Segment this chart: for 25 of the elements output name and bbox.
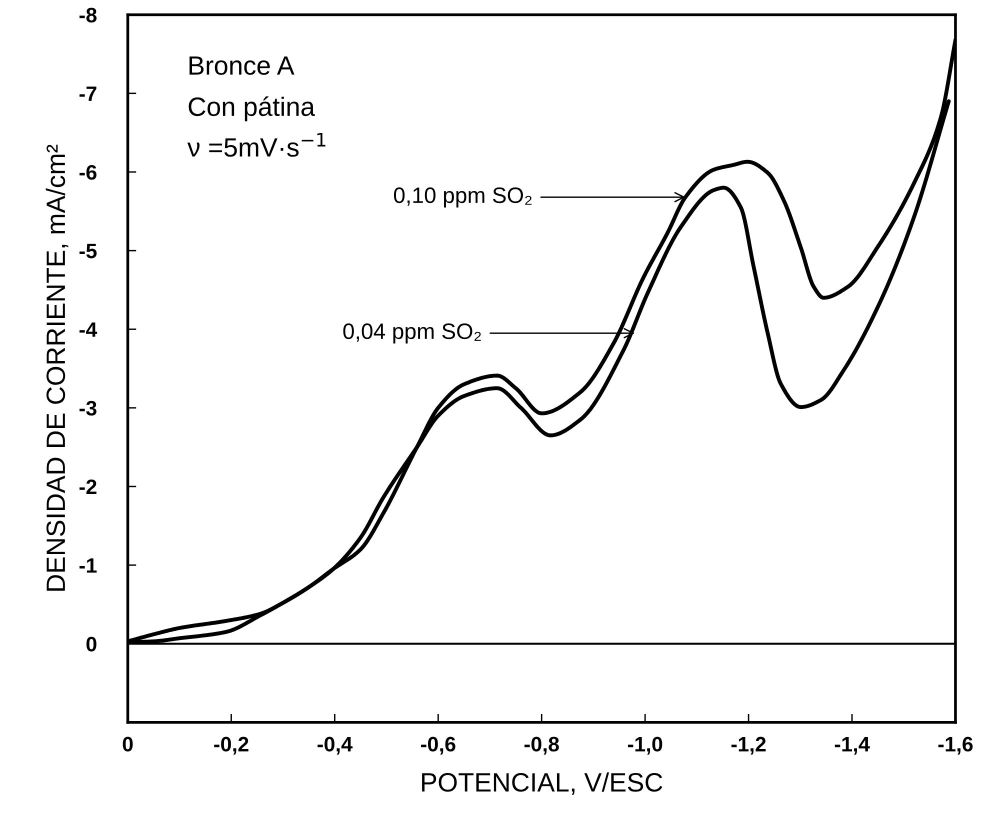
annotation: 0,04 ppm SO₂ bbox=[343, 323, 481, 344]
y-tick-label: -1 bbox=[80, 558, 97, 573]
y-tick-label: -6 bbox=[80, 164, 96, 180]
annotation: ν =5mV·s$^{−1}$ bbox=[187, 132, 326, 157]
y-tick-label: -4 bbox=[80, 322, 98, 337]
x-tick-label: -0,6 bbox=[421, 736, 456, 755]
annotation: 0,10 ppm SO₂ bbox=[394, 187, 532, 208]
x-tick-label: -1,6 bbox=[938, 736, 973, 755]
x-tick-label: 0 bbox=[122, 736, 133, 752]
y-tick-label: -2 bbox=[80, 479, 96, 494]
x-tick-label: -1,0 bbox=[628, 736, 662, 755]
y-tick-label: -3 bbox=[80, 400, 96, 416]
y-tick-label: -7 bbox=[80, 86, 96, 101]
y-axis-title: DENSIDAD DE CORRIENTE, mA/cm² bbox=[46, 144, 68, 591]
x-tick-label: -0,2 bbox=[214, 736, 248, 755]
x-tick-label: -0,8 bbox=[524, 736, 559, 755]
x-tick-label: -1,4 bbox=[834, 737, 870, 755]
annotation: Bronce A bbox=[190, 56, 294, 75]
x-tick-label: -0,4 bbox=[318, 736, 353, 755]
y-tick-label: -5 bbox=[80, 244, 97, 258]
y-tick-label: 0 bbox=[86, 636, 96, 652]
annotation: Con pátina bbox=[188, 96, 316, 122]
y-tick-label: -8 bbox=[80, 8, 97, 22]
x-tick-label: -1,2 bbox=[731, 736, 766, 755]
x-axis-title: POTENCIAL, V/ESC bbox=[422, 772, 662, 795]
